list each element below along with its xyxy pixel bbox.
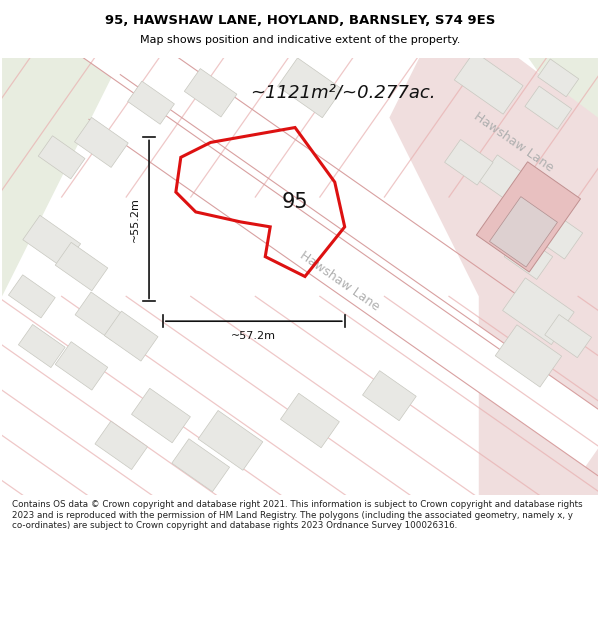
Polygon shape xyxy=(184,69,237,117)
Text: ~1121m²/~0.277ac.: ~1121m²/~0.277ac. xyxy=(250,84,436,102)
Polygon shape xyxy=(198,411,263,470)
Polygon shape xyxy=(445,139,493,185)
Polygon shape xyxy=(389,58,598,495)
Polygon shape xyxy=(74,118,128,168)
Polygon shape xyxy=(172,439,230,492)
Polygon shape xyxy=(362,371,416,421)
Polygon shape xyxy=(454,51,523,114)
Polygon shape xyxy=(495,325,562,387)
Polygon shape xyxy=(23,215,80,268)
Polygon shape xyxy=(280,393,340,448)
Polygon shape xyxy=(162,126,600,467)
Text: Map shows position and indicative extent of the property.: Map shows position and indicative extent… xyxy=(140,35,460,45)
Polygon shape xyxy=(2,58,121,296)
Polygon shape xyxy=(476,162,581,272)
Polygon shape xyxy=(38,136,85,179)
Text: Hawshaw Lane: Hawshaw Lane xyxy=(471,110,556,175)
Polygon shape xyxy=(131,388,190,442)
Polygon shape xyxy=(95,421,148,469)
Polygon shape xyxy=(524,204,583,259)
Polygon shape xyxy=(19,324,65,368)
Polygon shape xyxy=(490,197,557,267)
Polygon shape xyxy=(55,242,108,291)
Text: ~57.2m: ~57.2m xyxy=(232,331,277,341)
Polygon shape xyxy=(525,86,572,129)
Polygon shape xyxy=(128,81,175,124)
Polygon shape xyxy=(8,275,55,318)
Polygon shape xyxy=(75,292,128,341)
Text: Hawshaw Lane: Hawshaw Lane xyxy=(298,249,382,314)
Polygon shape xyxy=(503,278,574,344)
Polygon shape xyxy=(489,58,598,158)
Polygon shape xyxy=(479,155,538,209)
Text: ~55.2m: ~55.2m xyxy=(130,197,140,242)
Text: 95: 95 xyxy=(282,192,308,212)
Text: Contains OS data © Crown copyright and database right 2021. This information is : Contains OS data © Crown copyright and d… xyxy=(12,500,583,530)
Polygon shape xyxy=(504,234,553,279)
Polygon shape xyxy=(545,314,592,358)
Polygon shape xyxy=(538,59,579,97)
Text: 95, HAWSHAW LANE, HOYLAND, BARNSLEY, S74 9ES: 95, HAWSHAW LANE, HOYLAND, BARNSLEY, S74… xyxy=(105,14,495,28)
Polygon shape xyxy=(104,311,158,361)
Polygon shape xyxy=(3,0,458,298)
Polygon shape xyxy=(278,58,342,118)
Polygon shape xyxy=(55,342,108,390)
